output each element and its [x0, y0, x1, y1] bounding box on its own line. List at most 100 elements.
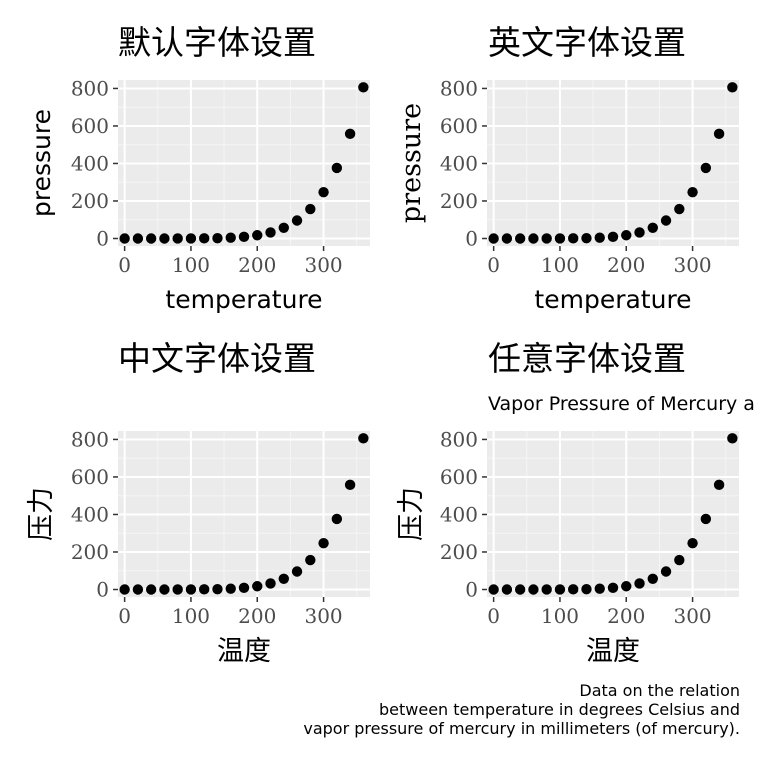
points-1 — [119, 82, 369, 244]
data-point — [713, 479, 725, 491]
data-point — [607, 582, 619, 594]
x-tick-label: 300 — [304, 253, 342, 277]
data-point — [607, 231, 619, 243]
data-point — [528, 233, 539, 244]
y-tick-label: 800 — [440, 427, 478, 451]
data-point — [581, 232, 592, 244]
x-tick-label: 200 — [607, 253, 645, 277]
points-2 — [488, 82, 738, 244]
data-point — [119, 584, 130, 595]
data-point — [358, 433, 369, 444]
chart-panel-1: 默认字体设置 0 100 200 300 0 200 400 600 800 temperatu… — [27, 23, 370, 314]
y-tick-label: 0 — [465, 226, 478, 250]
data-point — [541, 233, 552, 244]
chart-panel-3: 中文字体设置 0 100 200 300 0 200 400 600 800 温度 压力 — [26, 339, 370, 667]
data-point — [331, 162, 343, 174]
y-tick-label: 0 — [96, 577, 109, 601]
x-tick-label: 100 — [172, 604, 210, 628]
y-tick-label: 400 — [71, 502, 109, 526]
data-point — [278, 222, 289, 234]
data-point — [727, 82, 738, 93]
x-axis-title-2: temperature — [534, 285, 691, 314]
caption: Data on the relation between temperature… — [303, 681, 740, 738]
caption-line-3: vapor pressure of mercury in millimeters… — [303, 719, 740, 738]
data-point — [225, 232, 236, 243]
caption-line-1: Data on the relation — [579, 681, 740, 700]
data-point — [501, 233, 513, 244]
chart-title-2: 英文字体设置 — [488, 23, 686, 62]
data-point — [238, 231, 250, 243]
data-point — [145, 584, 157, 595]
data-point — [318, 537, 329, 549]
data-point — [291, 566, 303, 577]
x-tick-label: 300 — [304, 604, 342, 628]
x-tick-label: 0 — [487, 604, 500, 628]
data-point — [305, 554, 316, 566]
y-tick-label: 600 — [440, 114, 478, 138]
data-point — [358, 82, 369, 93]
y-tick-label: 400 — [440, 502, 478, 526]
y-tick-label: 200 — [71, 189, 109, 213]
data-point — [252, 581, 263, 592]
y-axis-title-2: pressure — [396, 103, 427, 223]
chart-subtitle-4: Vapor Pressure of Mercury a — [488, 393, 755, 415]
y-tick-label: 400 — [440, 151, 478, 175]
ticks-1: 0 100 200 300 0 200 400 600 800 — [71, 76, 343, 277]
data-point — [581, 583, 592, 595]
data-point — [634, 578, 645, 589]
chart-title-3: 中文字体设置 — [118, 339, 316, 378]
y-tick-label: 0 — [96, 226, 109, 250]
data-point — [265, 578, 276, 589]
data-point — [501, 584, 513, 595]
chart-panel-4: 任意字体设置 Vapor Pressure of Mercury a 0 100 2… — [396, 339, 755, 667]
data-point — [132, 584, 144, 595]
x-tick-label: 100 — [541, 253, 579, 277]
y-axis-title-4: 压力 — [396, 487, 427, 541]
data-point — [212, 583, 223, 595]
data-point — [145, 233, 157, 244]
y-tick-label: 400 — [71, 151, 109, 175]
data-point — [238, 582, 250, 594]
data-point — [647, 573, 658, 585]
data-point — [212, 232, 223, 244]
data-point — [554, 584, 566, 595]
data-point — [674, 203, 685, 215]
chart-title-1: 默认字体设置 — [118, 23, 316, 62]
y-tick-label: 200 — [71, 540, 109, 564]
ticks-4: 0 100 200 300 0 200 400 600 800 — [440, 427, 712, 628]
x-tick-label: 100 — [541, 604, 579, 628]
data-point — [172, 584, 183, 595]
data-point — [265, 227, 276, 238]
data-point — [119, 233, 130, 244]
data-point — [687, 186, 698, 198]
data-point — [594, 232, 605, 243]
data-point — [252, 230, 263, 241]
data-point — [634, 227, 645, 238]
y-tick-label: 200 — [440, 540, 478, 564]
chart-panel-2: 英文字体设置 0 100 200 300 0 200 400 600 800 temperatu… — [396, 23, 739, 314]
data-point — [159, 584, 170, 595]
x-axis-title-3: 温度 — [217, 636, 271, 667]
data-point — [727, 433, 738, 444]
data-point — [528, 584, 539, 595]
data-point — [344, 479, 356, 491]
data-point — [647, 222, 658, 234]
data-point — [225, 583, 236, 594]
y-tick-label: 600 — [71, 114, 109, 138]
data-point — [291, 215, 303, 226]
y-tick-label: 800 — [440, 76, 478, 100]
data-point — [568, 233, 579, 244]
data-point — [621, 581, 632, 592]
x-axis-title-1: temperature — [165, 285, 322, 314]
data-point — [594, 583, 605, 594]
x-axis-title-4: 温度 — [586, 636, 640, 667]
x-tick-label: 200 — [238, 253, 276, 277]
data-point — [199, 233, 210, 244]
data-point — [541, 584, 552, 595]
data-point — [488, 584, 499, 595]
data-point — [514, 584, 526, 595]
data-point — [331, 513, 343, 525]
x-tick-label: 300 — [673, 604, 711, 628]
y-tick-label: 600 — [71, 465, 109, 489]
